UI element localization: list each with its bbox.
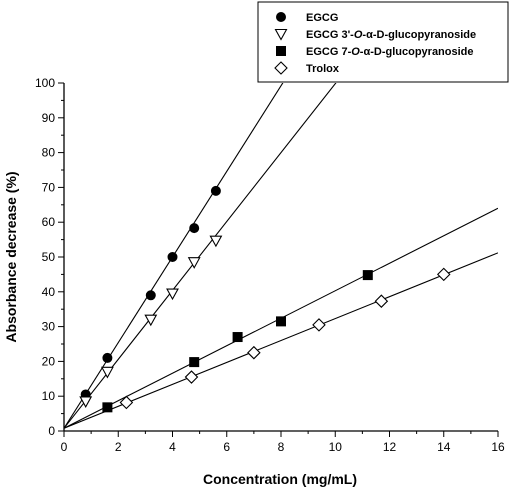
- x-tick-label: 8: [278, 440, 285, 454]
- legend-label-part: Trolox: [306, 63, 340, 75]
- data-point-series-3: [189, 357, 200, 368]
- data-point-series-3: [232, 332, 243, 343]
- y-tick-label: 40: [42, 285, 56, 299]
- y-tick-label: 70: [42, 180, 56, 194]
- x-axis-title: Concentration (mg/mL): [203, 471, 357, 487]
- legend-marker-series-3: [276, 46, 286, 56]
- legend-label-part: -α-D-glucopyranoside: [362, 29, 476, 41]
- y-tick-label: 20: [42, 354, 56, 368]
- data-point-series-1: [102, 352, 113, 363]
- legend-marker-series-2: [274, 28, 288, 41]
- fit-line-series-2: [64, 83, 337, 429]
- data-point-series-1: [210, 185, 221, 196]
- x-tick-label: 4: [169, 440, 176, 454]
- legend-label-part: O: [351, 46, 360, 58]
- data-point-series-4: [436, 267, 451, 282]
- legend-label-part: EGCG: [306, 12, 338, 24]
- x-tick-label: 12: [383, 440, 397, 454]
- legend-box: [257, 1, 509, 83]
- data-point-series-4: [119, 395, 134, 410]
- data-point-series-2: [144, 314, 158, 327]
- x-tick-label: 10: [329, 440, 343, 454]
- data-point-series-2: [166, 288, 179, 301]
- legend-marker-series-4: [274, 61, 288, 75]
- legend-marker-series-1: [276, 12, 286, 22]
- x-tick-label: 6: [223, 440, 230, 454]
- y-tick-label: 50: [42, 250, 56, 264]
- axes: 0 2 4 6 8 10 12 14 16 0 10 20 30 40 50 60 70 80 90 100: [35, 76, 505, 454]
- legend-label-series-1: EGCG: [306, 12, 338, 24]
- data-point-series-2: [187, 257, 201, 269]
- data-point-series-3: [362, 270, 373, 281]
- data-point-series-1: [145, 290, 156, 301]
- y-tick-label: 30: [42, 320, 56, 334]
- legend-label-part: -α-D-glucopyranoside: [360, 46, 474, 58]
- fit-line-series-4: [64, 252, 498, 429]
- y-tick-label: 10: [42, 389, 56, 403]
- x-tick-label: 14: [437, 440, 451, 454]
- y-tick-label: 60: [42, 215, 56, 229]
- y-tick-label: 0: [48, 424, 55, 438]
- y-axis-title: Absorbance decrease (%): [3, 171, 19, 342]
- data-point-series-1: [189, 223, 200, 234]
- legend-label-part: O: [354, 29, 363, 41]
- fit-line-series-1: [64, 83, 284, 429]
- y-tick-label: 100: [35, 76, 55, 90]
- y-tick-label: 90: [42, 111, 56, 125]
- data-point-series-4: [374, 294, 389, 308]
- data-point-series-2: [100, 366, 114, 379]
- data-point-series-4: [184, 370, 199, 384]
- legend-label-series-3: EGCG 7-O-α-D-glucopyranoside: [306, 46, 474, 58]
- legend-label-series-4: Trolox: [306, 63, 340, 75]
- x-tick-label: 16: [491, 440, 505, 454]
- x-tick-label: 0: [61, 440, 68, 454]
- y-tick-label: 80: [42, 146, 56, 160]
- data-point-series-3: [102, 402, 113, 413]
- data-point-series-1: [167, 252, 178, 262]
- data-markers: [79, 185, 451, 413]
- legend-label-part: EGCG 3'-: [306, 29, 354, 41]
- legend-label-series-2: EGCG 3'-O-α-D-glucopyranoside: [306, 29, 476, 41]
- data-point-series-4: [312, 318, 326, 332]
- data-point-series-4: [247, 345, 261, 360]
- data-point-series-2: [79, 396, 93, 409]
- data-point-series-2: [209, 235, 223, 248]
- x-tick-label: 2: [115, 440, 122, 454]
- legend-label-part: EGCG 7-: [306, 46, 352, 58]
- data-point-series-3: [276, 316, 286, 327]
